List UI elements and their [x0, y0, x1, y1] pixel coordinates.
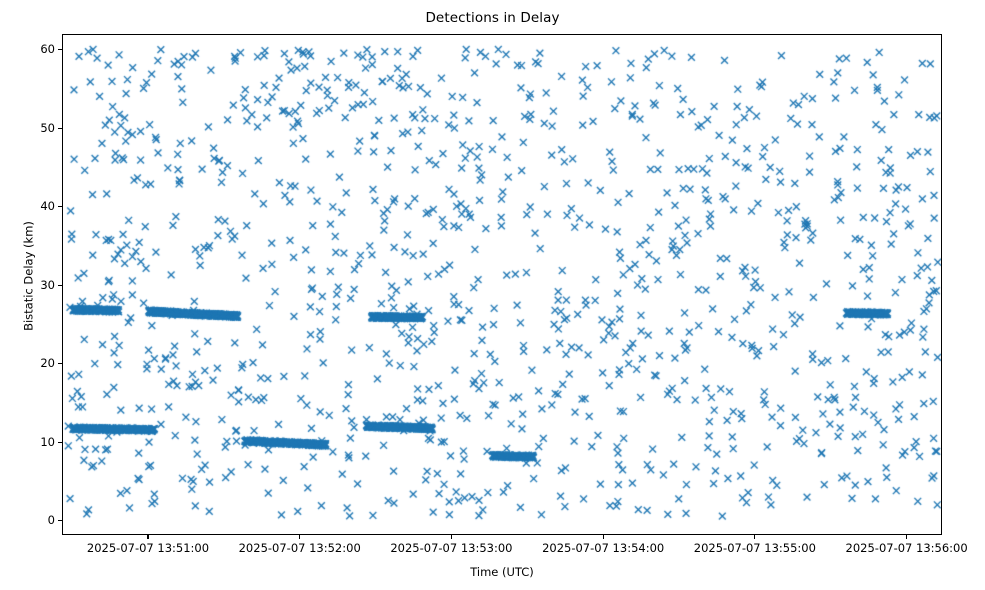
y-tick-mark — [58, 127, 62, 129]
y-tick-label: 0 — [47, 513, 55, 528]
y-tick-label: 30 — [40, 277, 55, 292]
scatter-points-layer — [63, 35, 941, 534]
y-tick-label: 10 — [40, 434, 55, 449]
y-tick-mark — [58, 284, 62, 286]
x-tick-label: 2025-07-07 13:51:00 — [86, 541, 210, 555]
y-axis-label: Bistatic Delay (km) — [21, 221, 36, 331]
x-tick-label: 2025-07-07 13:56:00 — [845, 541, 968, 555]
x-tick-label: 2025-07-07 13:55:00 — [693, 541, 816, 555]
x-tick-label: 2025-07-07 13:53:00 — [390, 541, 513, 555]
y-axis: Bistatic Delay (km) 0 10 20 30 40 50 60 — [0, 34, 62, 535]
y-tick-label: 40 — [40, 199, 55, 214]
x-tick-label: 2025-07-07 13:54:00 — [542, 541, 665, 555]
chart-title: Detections in Delay — [425, 10, 560, 26]
plot-area[interactable] — [62, 34, 942, 535]
x-tick-mark — [754, 535, 756, 539]
y-tick-mark — [58, 206, 62, 208]
x-axis: Time (UTC) 2025-07-07 13:51:00 2025-07-07… — [62, 535, 968, 590]
y-tick-label: 50 — [40, 120, 55, 135]
y-tick-label: 60 — [40, 42, 55, 57]
y-tick-label: 20 — [40, 356, 55, 371]
x-tick-mark — [450, 535, 452, 539]
x-tick-label: 2025-07-07 13:52:00 — [238, 541, 361, 555]
y-tick-mark — [58, 49, 62, 51]
y-tick-mark — [58, 441, 62, 443]
x-axis-label: Time (UTC) — [470, 565, 534, 579]
y-tick-mark — [58, 363, 62, 365]
y-tick-mark — [58, 520, 62, 522]
x-tick-mark — [602, 535, 604, 539]
x-tick-mark — [147, 535, 149, 539]
x-tick-mark — [299, 535, 301, 539]
x-tick-mark — [906, 535, 908, 539]
